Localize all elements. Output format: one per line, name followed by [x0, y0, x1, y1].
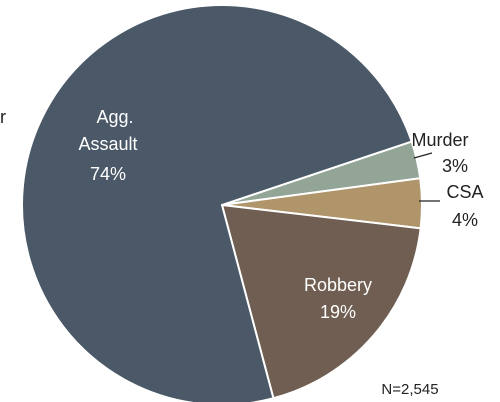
pie-slice: [220, 203, 422, 400]
pie-slice: [21, 4, 413, 402]
slice-value-label: 74%: [90, 164, 126, 184]
slice-label: Murder: [411, 130, 468, 150]
slice-value-label: 19%: [320, 302, 356, 322]
slice-value-label: 4%: [452, 210, 478, 230]
annotation: r: [0, 107, 6, 127]
slice-label: Agg. Assault: [78, 107, 137, 154]
slice-value-label: 3%: [442, 156, 468, 176]
annotation: N=2,545: [381, 381, 438, 398]
slice-label: CSA: [446, 182, 483, 202]
leader-line: [413, 152, 433, 159]
slice-label: Robbery: [304, 275, 372, 295]
